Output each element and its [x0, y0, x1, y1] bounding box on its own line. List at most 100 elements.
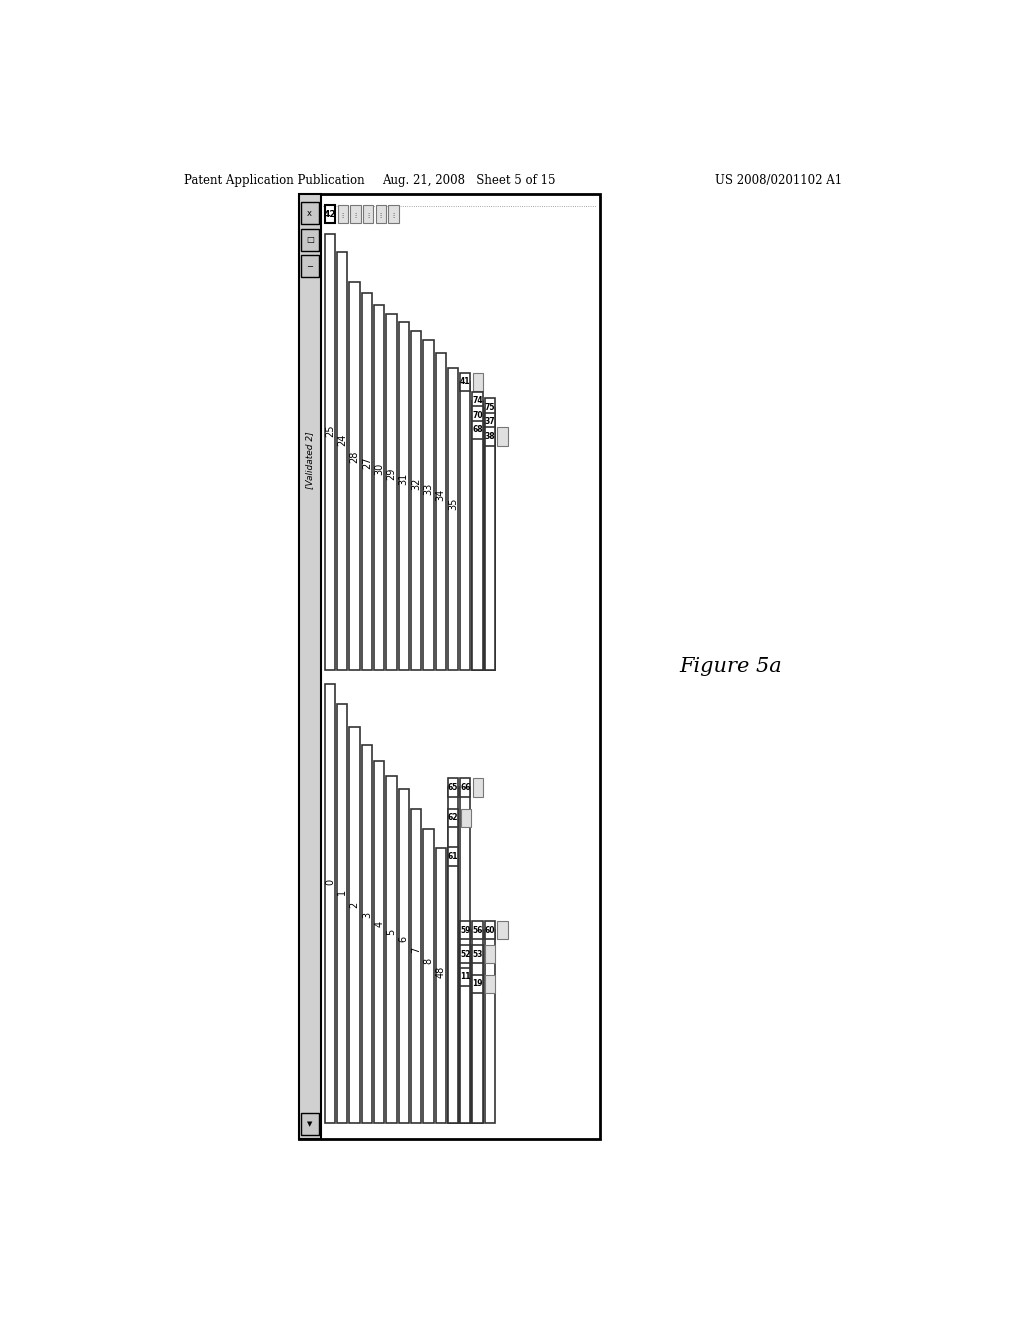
Bar: [484, 408, 495, 669]
Bar: [460, 372, 470, 391]
Text: 29: 29: [386, 469, 396, 480]
Bar: [447, 368, 458, 669]
Text: 25: 25: [325, 424, 335, 437]
Text: 35: 35: [447, 498, 458, 510]
Text: 24: 24: [337, 434, 347, 446]
Bar: [472, 407, 482, 425]
Bar: [460, 945, 470, 964]
Text: ⋮: ⋮: [340, 211, 346, 216]
Bar: [460, 968, 470, 986]
Text: 70: 70: [472, 411, 483, 420]
Bar: [301, 255, 318, 277]
Bar: [386, 314, 396, 669]
Bar: [301, 1113, 318, 1135]
Text: 59: 59: [460, 925, 470, 935]
Text: x: x: [307, 209, 312, 218]
Bar: [388, 205, 398, 223]
Text: Patent Application Publication: Patent Application Publication: [183, 174, 365, 187]
Bar: [472, 392, 482, 411]
Text: ⋮: ⋮: [365, 211, 371, 216]
Text: ▼: ▼: [307, 1121, 312, 1127]
Bar: [435, 352, 445, 669]
Bar: [299, 194, 321, 1139]
Text: US 2008/0201102 A1: US 2008/0201102 A1: [715, 174, 843, 187]
Bar: [484, 428, 495, 446]
Bar: [498, 921, 508, 940]
Text: 65: 65: [447, 783, 458, 792]
Text: 48: 48: [435, 966, 445, 978]
Bar: [398, 322, 409, 669]
Bar: [472, 931, 482, 1123]
Bar: [411, 809, 421, 1123]
Bar: [337, 252, 347, 669]
Text: ⋮: ⋮: [352, 211, 358, 216]
Bar: [325, 684, 335, 1123]
Bar: [460, 977, 470, 1123]
Bar: [376, 205, 386, 223]
Bar: [473, 779, 483, 796]
Text: 41: 41: [460, 378, 471, 387]
Text: 27: 27: [361, 457, 372, 469]
Bar: [472, 974, 482, 993]
Bar: [498, 428, 508, 446]
Text: 30: 30: [374, 463, 384, 475]
Bar: [485, 945, 496, 964]
Text: 68: 68: [472, 425, 483, 434]
Bar: [484, 422, 495, 669]
Bar: [349, 727, 359, 1123]
Bar: [460, 788, 470, 1123]
Bar: [472, 921, 482, 940]
Text: 33: 33: [423, 482, 433, 495]
Text: ⋮: ⋮: [378, 211, 384, 216]
Bar: [472, 945, 482, 964]
Bar: [447, 809, 458, 828]
Text: [Validated 2]: [Validated 2]: [305, 432, 314, 488]
Bar: [472, 416, 482, 669]
Text: 3: 3: [361, 912, 372, 919]
Text: 4: 4: [374, 921, 384, 927]
Bar: [361, 293, 372, 669]
Bar: [423, 829, 433, 1123]
Bar: [374, 762, 384, 1123]
Bar: [435, 849, 445, 1123]
Bar: [447, 857, 458, 1123]
Text: 66: 66: [460, 783, 471, 792]
Bar: [299, 194, 600, 1139]
Text: □: □: [306, 235, 313, 244]
Bar: [447, 779, 458, 796]
Bar: [362, 205, 373, 223]
Bar: [472, 430, 482, 669]
Bar: [374, 305, 384, 669]
Text: ⋮: ⋮: [390, 211, 396, 216]
Bar: [472, 421, 482, 440]
Bar: [461, 809, 471, 828]
Bar: [301, 202, 318, 224]
Bar: [460, 954, 470, 1123]
Text: 19: 19: [472, 979, 483, 989]
Text: 75: 75: [484, 403, 496, 412]
Bar: [472, 983, 482, 1123]
Text: 53: 53: [472, 950, 482, 958]
Bar: [338, 205, 348, 223]
Text: 52: 52: [460, 950, 470, 958]
Bar: [484, 413, 495, 432]
Text: Figure 5a: Figure 5a: [680, 657, 782, 676]
Bar: [325, 205, 335, 223]
Bar: [447, 788, 458, 1123]
Bar: [460, 931, 470, 1123]
Bar: [472, 954, 482, 1123]
Text: 42: 42: [324, 210, 336, 219]
Text: 38: 38: [484, 432, 496, 441]
Text: 0: 0: [325, 879, 335, 884]
Bar: [325, 235, 335, 669]
Text: 1: 1: [337, 890, 347, 895]
Text: 74: 74: [472, 396, 483, 405]
Bar: [411, 331, 421, 669]
Text: 62: 62: [447, 813, 458, 822]
Text: 28: 28: [349, 450, 359, 463]
Bar: [485, 974, 496, 993]
Text: 5: 5: [386, 929, 396, 935]
Text: 56: 56: [472, 925, 482, 935]
Text: Aug. 21, 2008   Sheet 5 of 15: Aug. 21, 2008 Sheet 5 of 15: [383, 174, 556, 187]
Bar: [473, 372, 483, 391]
